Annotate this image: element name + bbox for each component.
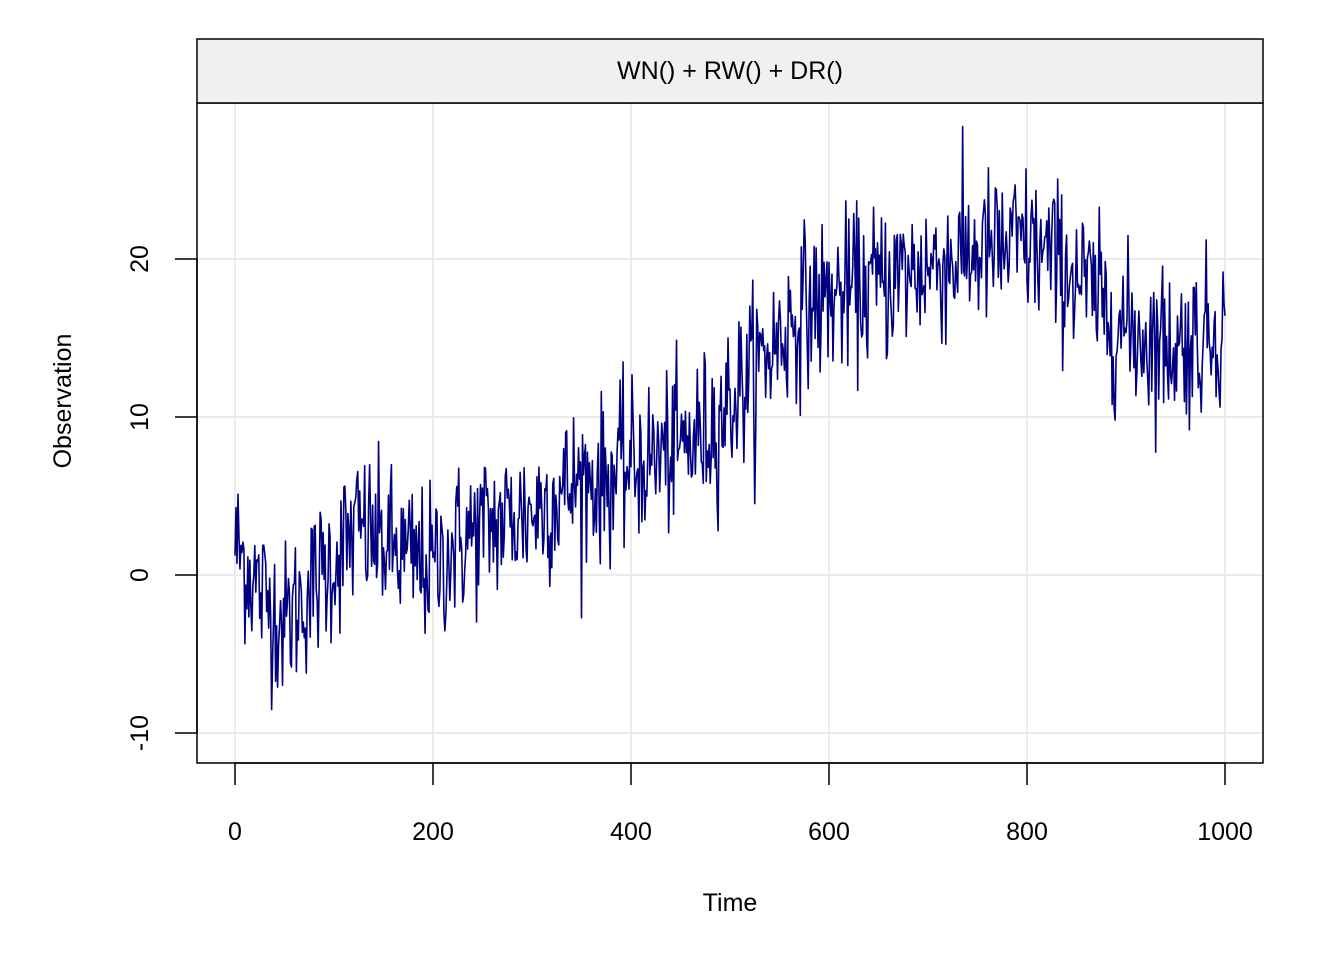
y-axis: -10 0 10 20 xyxy=(126,245,198,751)
strip-title: WN() + RW() + DR() xyxy=(617,57,843,85)
grid-layer xyxy=(197,103,1263,763)
y-tick-label: 20 xyxy=(126,245,154,273)
x-tick-label: 200 xyxy=(412,818,454,846)
x-tick-label: 400 xyxy=(610,818,652,846)
y-axis-label: Observation xyxy=(49,334,77,469)
x-tick-label: 600 xyxy=(808,818,850,846)
x-tick-label: 0 xyxy=(228,818,242,846)
y-tick-label: 0 xyxy=(126,568,154,582)
series-layer xyxy=(234,125,1226,711)
series-line xyxy=(234,125,1226,711)
y-tick-label: -10 xyxy=(126,715,154,751)
plot-frame xyxy=(196,102,1264,764)
strip-header xyxy=(196,38,1264,104)
x-tick-label: 800 xyxy=(1006,818,1048,846)
x-axis: 0 200 400 600 800 1000 xyxy=(228,762,1253,846)
y-tick-label: 10 xyxy=(126,403,154,431)
x-tick-label: 1000 xyxy=(1197,818,1253,846)
x-axis-label: Time xyxy=(703,889,758,917)
